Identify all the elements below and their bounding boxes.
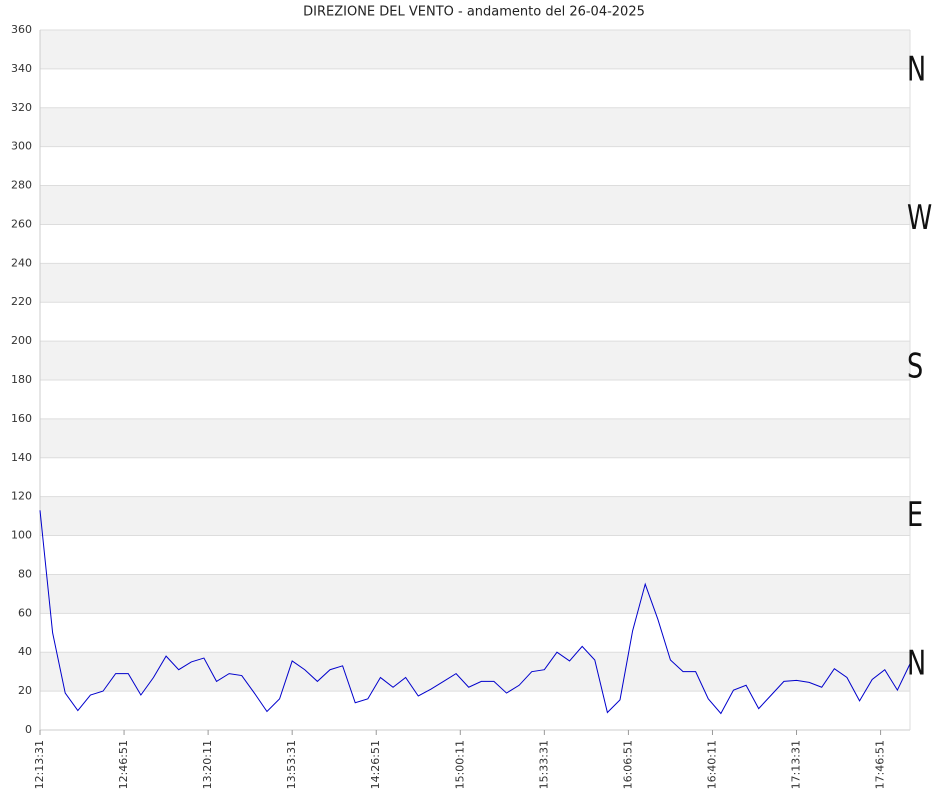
grid-band bbox=[40, 652, 910, 692]
y-tick-label: 340 bbox=[11, 62, 32, 75]
y-tick-label: 20 bbox=[18, 684, 32, 697]
y-tick-label: 60 bbox=[18, 606, 32, 619]
y-tick-label: 240 bbox=[11, 256, 32, 269]
x-tick-label: 14:26:51 bbox=[369, 740, 382, 789]
grid-band bbox=[40, 574, 910, 614]
x-tick-label: 12:46:51 bbox=[117, 740, 130, 789]
bands bbox=[40, 30, 910, 692]
compass-label: W bbox=[907, 199, 932, 239]
y-tick-label: 200 bbox=[11, 334, 32, 347]
y-tick-label: 0 bbox=[25, 723, 32, 736]
y-tick-label: 100 bbox=[11, 529, 32, 542]
compass-label: S bbox=[907, 347, 923, 387]
y-tick-label: 120 bbox=[11, 490, 32, 503]
grid-band bbox=[40, 263, 910, 303]
y-tick-label: 160 bbox=[11, 412, 32, 425]
grid-band bbox=[40, 185, 910, 225]
compass-label: N bbox=[907, 644, 926, 684]
y-tick-label: 40 bbox=[18, 645, 32, 658]
y-tick-label: 320 bbox=[11, 101, 32, 114]
y-tick-label: 80 bbox=[18, 567, 32, 580]
x-tick-label: 16:06:51 bbox=[621, 740, 634, 789]
x-tick-label: 13:20:11 bbox=[201, 740, 214, 789]
grid-band bbox=[40, 496, 910, 536]
y-tick-label: 300 bbox=[11, 140, 32, 153]
compass-label: E bbox=[907, 496, 923, 536]
x-tick-label: 16:40:11 bbox=[705, 740, 718, 789]
x-tick-label: 12:13:31 bbox=[33, 740, 46, 789]
y-tick-label: 220 bbox=[11, 295, 32, 308]
y-tick-label: 360 bbox=[11, 23, 32, 36]
y-tick-label: 140 bbox=[11, 451, 32, 464]
x-tick-label: 17:46:51 bbox=[874, 740, 887, 789]
x-tick-label: 17:13:31 bbox=[790, 740, 803, 789]
grid-band bbox=[40, 30, 910, 69]
data-line bbox=[39, 510, 911, 715]
chart-title: DIREZIONE DEL VENTO - andamento del 26-0… bbox=[303, 5, 645, 20]
x-tick-label: 15:00:11 bbox=[453, 740, 466, 789]
y-tick-label: 180 bbox=[11, 373, 32, 386]
grid-band bbox=[40, 341, 910, 380]
y-tick-label: 260 bbox=[11, 217, 32, 230]
y-tick-label: 280 bbox=[11, 179, 32, 192]
grid-band bbox=[40, 418, 910, 458]
x-tick-label: 15:33:31 bbox=[537, 740, 550, 789]
grid-band bbox=[40, 107, 910, 147]
x-tick-label: 13:53:31 bbox=[285, 740, 298, 789]
compass-label: N bbox=[907, 50, 926, 90]
